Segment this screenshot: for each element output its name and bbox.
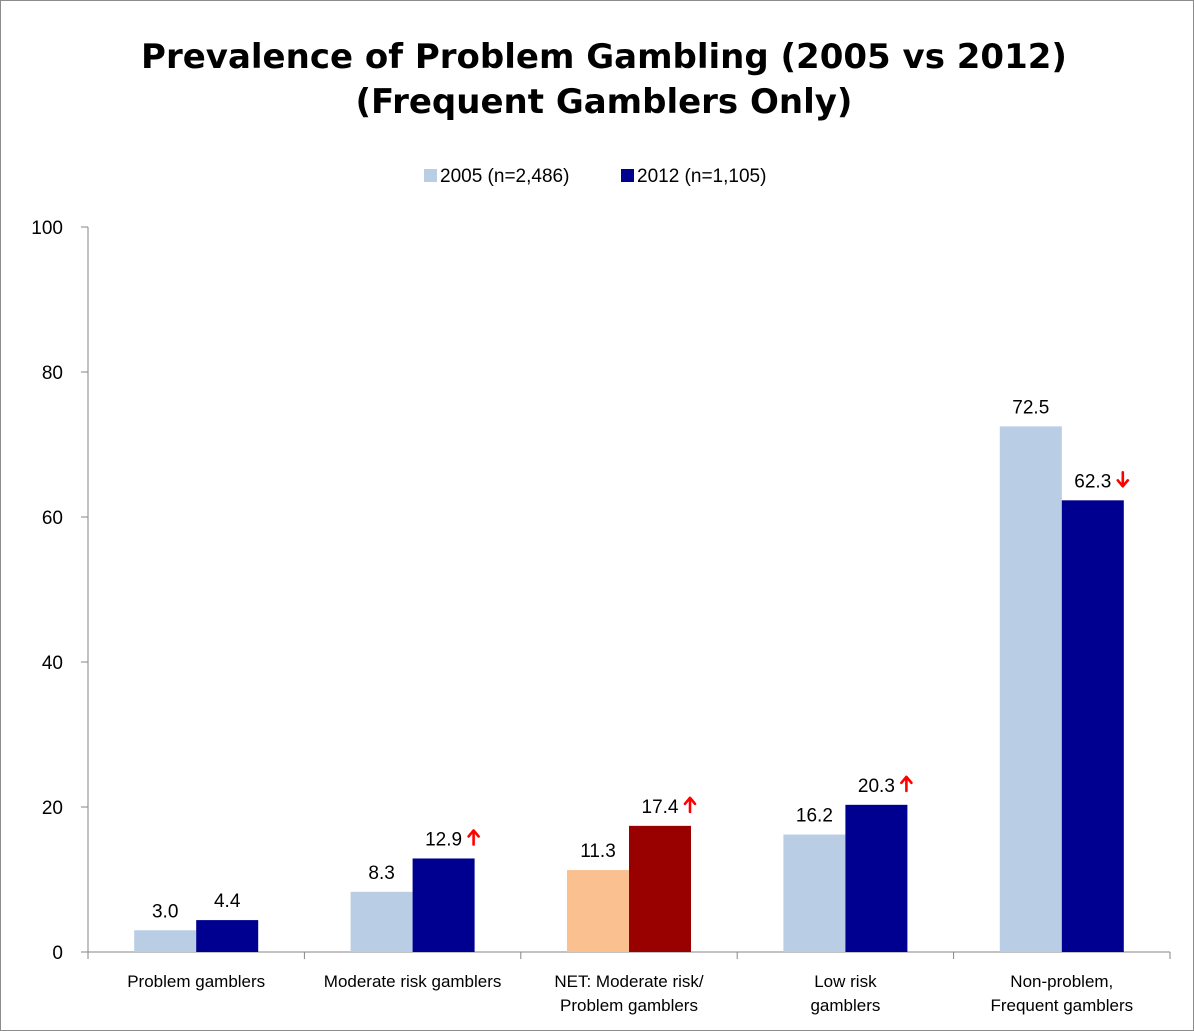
y-tick-label: 80 [42,363,63,384]
x-category-label: Problem gamblers [127,972,265,991]
bar-value-label: 72.5 [1012,397,1049,418]
legend-label: 2012 (n=1,105) [637,166,766,187]
x-category-label: Problem gamblers [560,996,698,1015]
y-tick-label: 60 [42,508,63,529]
chart-title-line: Prevalence of Problem Gambling (2005 vs … [141,37,1067,77]
bar-value-label: 11.3 [580,841,616,862]
bar [351,892,413,952]
chart-bars [134,426,1124,952]
bar-value-label: 20.3 [858,776,895,797]
bar [413,858,475,952]
bar [1000,426,1062,952]
up-arrow-icon [685,798,695,812]
bar [1062,500,1124,952]
bar [567,870,629,952]
y-tick-label: 0 [52,943,63,964]
up-arrow-icon [469,830,479,844]
x-category-label: Non-problem, [1010,972,1113,991]
x-category-label: Frequent gamblers [990,996,1133,1015]
up-arrow-icon [901,777,911,791]
bar-value-label: 4.4 [214,891,241,912]
chart-title: Prevalence of Problem Gambling (2005 vs … [141,37,1067,122]
y-tick-label: 100 [31,218,63,239]
x-category-label: gamblers [810,996,880,1015]
bar-value-label: 16.2 [796,806,833,827]
bar-value-label: 62.3 [1074,471,1111,492]
bar-value-label: 8.3 [368,863,394,884]
legend-swatch [424,169,437,182]
x-category-label: Moderate risk gamblers [324,972,502,991]
chart-legend: 2005 (n=2,486) 2012 (n=1,105) [424,166,766,187]
bar [134,930,196,952]
bar [196,920,258,952]
bar [629,826,691,952]
bar [783,835,845,952]
bar [845,805,907,952]
chart-title-line: (Frequent Gamblers Only) [356,82,853,122]
y-tick-label: 20 [42,798,63,819]
y-tick-label: 40 [42,653,63,674]
legend-swatch [621,169,634,182]
x-category-label: Low risk [814,972,877,991]
x-category-label: NET: Moderate risk/ [554,972,704,991]
bar-value-label: 12.9 [425,829,462,850]
legend-label: 2005 (n=2,486) [440,166,569,187]
bar-value-label: 3.0 [152,901,178,922]
bar-value-label: 17.4 [642,797,679,818]
down-arrow-icon [1118,472,1128,486]
